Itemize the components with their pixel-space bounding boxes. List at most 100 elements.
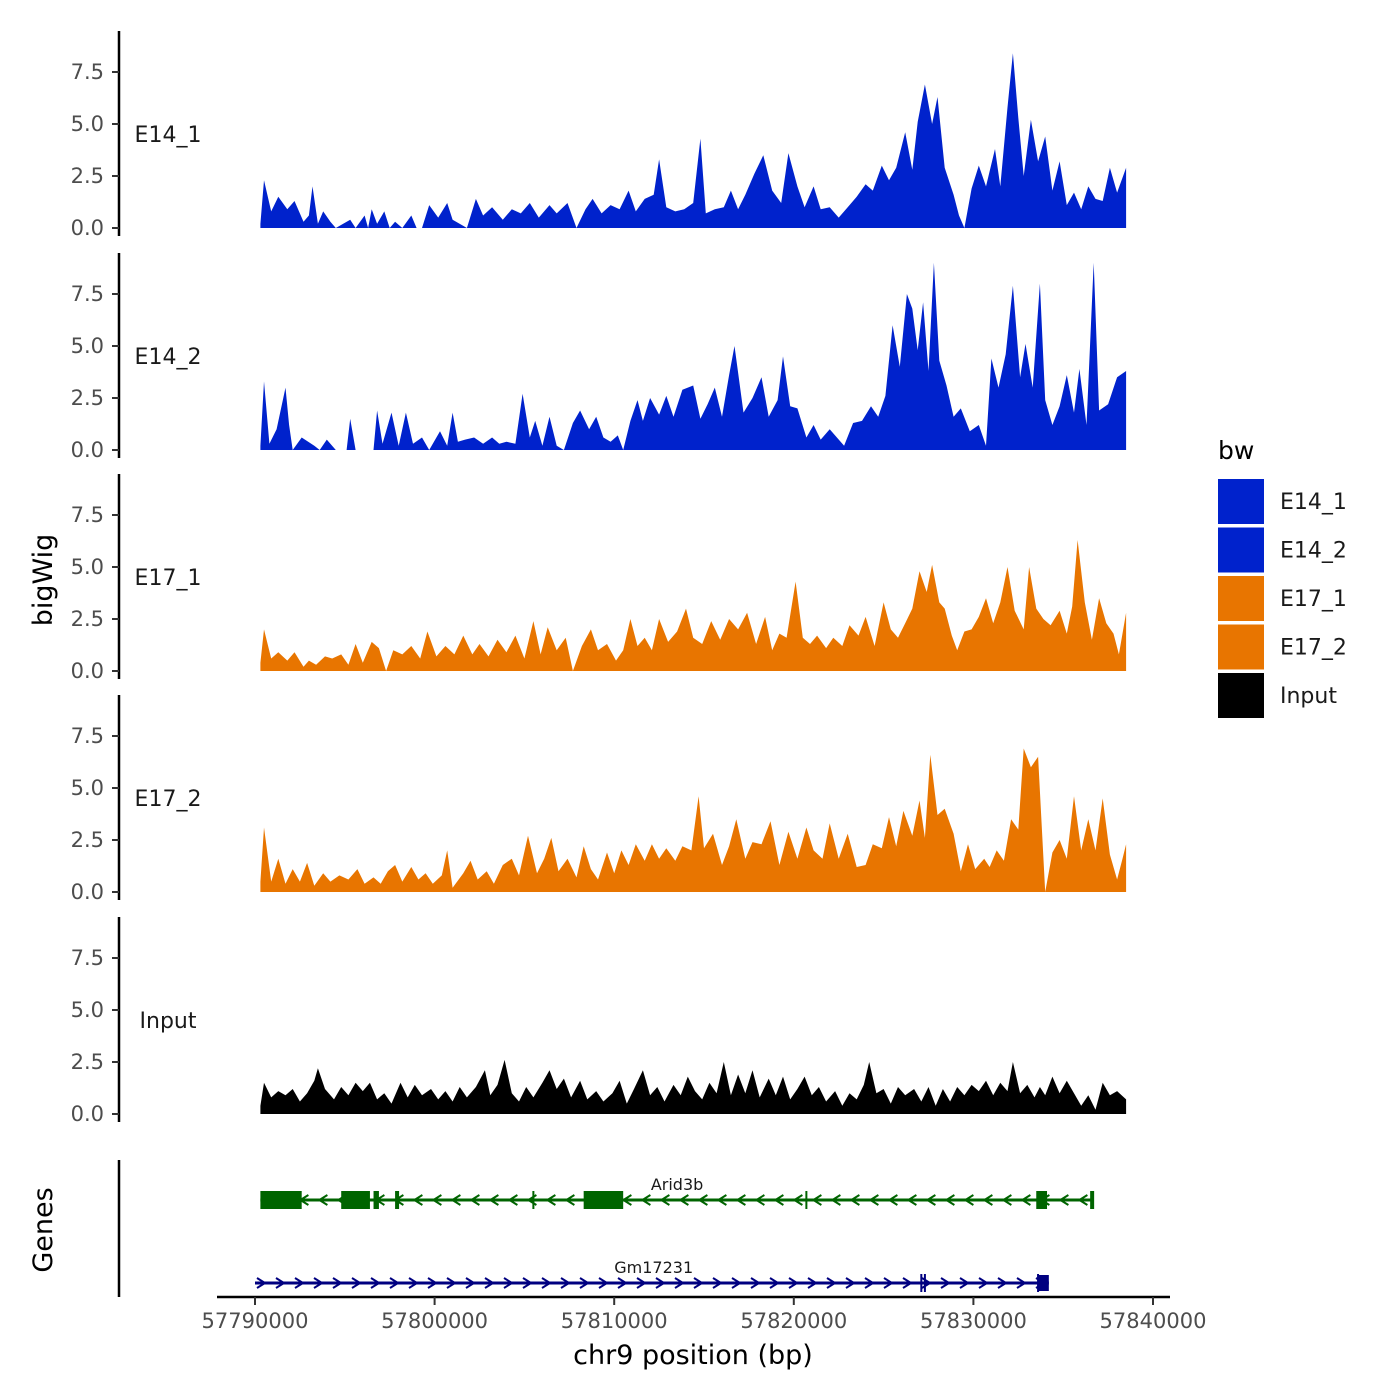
strand-chevron [598, 1277, 609, 1289]
area-e14-1 [260, 53, 1127, 228]
legend-label: E14_2 [1280, 539, 1347, 564]
bigwig-tracks: 0.0 2.5 5.0 7.5 E14_1 0.0 2.5 5.0 7.5 E14_2 0.0 2.5… [71, 31, 1127, 1126]
y-tick-label: 7.5 [71, 282, 104, 306]
strand-chevron [697, 1194, 708, 1206]
area-e17-1 [260, 540, 1127, 671]
x-tick-label: 57830000 [920, 1309, 1027, 1333]
y-tick-label: 0.0 [71, 880, 104, 904]
track-e17-2: 0.0 2.5 5.0 7.5 E17_2 [71, 695, 1127, 904]
strand-chevron [883, 1277, 894, 1289]
y-tick-label: 2.5 [71, 607, 104, 631]
y-tick-label: 5.0 [71, 334, 104, 358]
track-label-e17-1: E17_1 [135, 566, 202, 591]
gene-arid3b: Arid3b [260, 1175, 1095, 1209]
strand-chevron [735, 1194, 746, 1206]
strand-chevron [621, 1194, 632, 1206]
strand-chevron [902, 1277, 913, 1289]
area-e17-2 [260, 748, 1127, 892]
legend-entry-e14-2: E14_2 [1218, 527, 1347, 573]
strand-chevron [332, 1277, 343, 1289]
y-tick-label: 0.0 [71, 659, 104, 683]
strand-chevron [412, 1194, 423, 1206]
legend-label: E17_2 [1280, 636, 1347, 661]
strand-chevron [674, 1277, 685, 1289]
strand-chevron [693, 1277, 704, 1289]
y-tick-label: 5.0 [71, 998, 104, 1022]
y-axis-title: bigWig [28, 534, 59, 627]
area-e14-2 [260, 262, 1127, 450]
strand-chevron [545, 1194, 556, 1206]
y-tick-label: 7.5 [71, 60, 104, 84]
gene-exon [260, 1191, 302, 1209]
strand-chevron [887, 1194, 898, 1206]
y-tick-label: 2.5 [71, 1050, 104, 1074]
strand-chevron [678, 1194, 689, 1206]
strand-chevron [769, 1277, 780, 1289]
y-tick-label: 2.5 [71, 386, 104, 410]
track-label-input: Input [140, 1009, 197, 1034]
strand-chevron [731, 1277, 742, 1289]
strand-chevron [982, 1194, 993, 1206]
y-tick-label: 5.0 [71, 555, 104, 579]
strand-chevron [754, 1194, 765, 1206]
strand-chevron [978, 1277, 989, 1289]
legend: bw E14_1 E14_2 E17_1 E17_2 Input [1218, 436, 1347, 718]
gene-exon [1090, 1191, 1095, 1209]
legend-swatch [1218, 479, 1264, 524]
x-tick-label: 57840000 [1100, 1309, 1207, 1333]
strand-chevron [1058, 1194, 1069, 1206]
track-e14-2: 0.0 2.5 5.0 7.5 E14_2 [71, 253, 1127, 462]
strand-chevron [845, 1277, 856, 1289]
strand-chevron [617, 1277, 628, 1289]
strand-chevron [655, 1277, 666, 1289]
strand-chevron [351, 1277, 362, 1289]
strand-chevron [716, 1194, 727, 1206]
strand-chevron [317, 1194, 328, 1206]
y-tick-label: 0.0 [71, 216, 104, 240]
gene-exon [583, 1191, 624, 1209]
strand-chevron [469, 1194, 480, 1206]
strand-chevron [294, 1277, 305, 1289]
gene-exon [341, 1191, 370, 1209]
y-tick-label: 5.0 [71, 776, 104, 800]
y-tick-label: 5.0 [71, 112, 104, 136]
track-label-e14-2: E14_2 [135, 345, 202, 370]
legend-label: E17_1 [1280, 587, 1347, 612]
strand-chevron [579, 1277, 590, 1289]
legend-swatch [1218, 673, 1264, 718]
strand-chevron [868, 1194, 879, 1206]
strand-chevron [788, 1277, 799, 1289]
track-e14-1: 0.0 2.5 5.0 7.5 E14_1 [71, 31, 1127, 240]
strand-chevron [389, 1277, 400, 1289]
strand-chevron [446, 1277, 457, 1289]
gene-exon [1036, 1191, 1048, 1209]
gene-exon [373, 1191, 379, 1209]
strand-chevron [864, 1277, 875, 1289]
y-tick-label: 0.0 [71, 438, 104, 462]
gene-label-arid3b: Arid3b [651, 1175, 703, 1194]
legend-label: E14_1 [1280, 490, 1347, 515]
strand-chevron [507, 1194, 518, 1206]
y-tick-label: 7.5 [71, 946, 104, 970]
track-e17-1: 0.0 2.5 5.0 7.5 E17_1 [71, 474, 1127, 683]
genes-axis-title: Genes [28, 1187, 59, 1272]
strand-chevron [522, 1277, 533, 1289]
strand-chevron [807, 1277, 818, 1289]
x-tick-label: 57800000 [381, 1309, 488, 1333]
strand-chevron [997, 1277, 1008, 1289]
strand-chevron [940, 1277, 951, 1289]
strand-chevron [465, 1277, 476, 1289]
strand-chevron [313, 1277, 324, 1289]
y-tick-label: 0.0 [71, 1102, 104, 1126]
strand-chevron [826, 1277, 837, 1289]
strand-chevron [427, 1277, 438, 1289]
x-axis: 57790000 57800000 57810000 57820000 57830000… [202, 1295, 1207, 1333]
strand-chevron [564, 1194, 575, 1206]
strand-chevron [275, 1277, 286, 1289]
strand-chevron [1020, 1194, 1031, 1206]
strand-chevron [1077, 1194, 1088, 1206]
strand-chevron [659, 1194, 670, 1206]
y-tick-label: 2.5 [71, 164, 104, 188]
x-tick-label: 57810000 [561, 1309, 668, 1333]
gene-exon [395, 1191, 400, 1209]
